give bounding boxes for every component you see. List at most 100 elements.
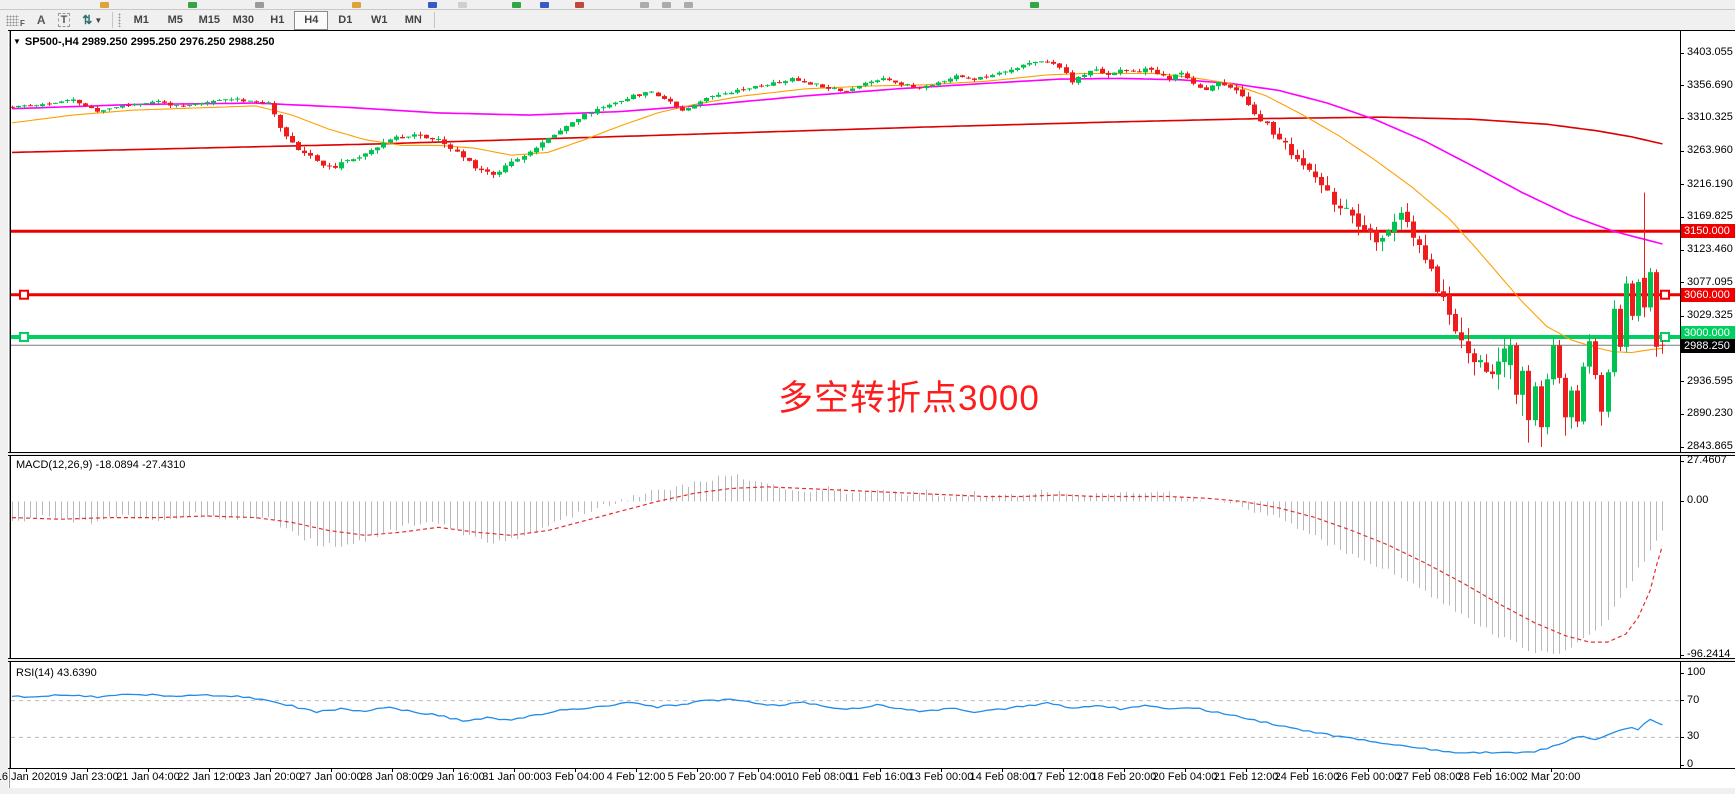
price-axis-tick-label: 3403.055 <box>1687 46 1733 58</box>
price-axis-tick-label: 2843.865 <box>1687 440 1733 452</box>
toolbar-separator <box>434 12 436 28</box>
timeframe-h1-button[interactable]: H1 <box>270 14 285 26</box>
clipped-icon <box>640 2 649 8</box>
timeframe-m15-button[interactable]: M15 <box>198 14 220 26</box>
time-axis-label: 17 Feb 12:00 <box>1030 771 1096 783</box>
clipped-icon <box>255 2 264 8</box>
time-axis-label: 21 Jan 04:00 <box>116 771 180 783</box>
toolbar-drag-handle[interactable] <box>118 13 122 27</box>
price-axis-tick-label: 3216.190 <box>1687 177 1733 190</box>
rsi-panel-separator[interactable] <box>8 658 1735 662</box>
rsi-axis-tick <box>1680 736 1684 738</box>
time-axis-tick <box>880 768 881 772</box>
clipped-icon <box>188 2 197 8</box>
text-a-button[interactable]: A <box>31 11 52 29</box>
time-axis-label: 28 Jan 08:00 <box>360 771 424 783</box>
symbol-dropdown-icon[interactable]: ▼ <box>13 37 21 46</box>
time-axis-tick <box>1124 768 1125 772</box>
letter-t-icon: T <box>57 13 71 27</box>
rsi-panel-canvas[interactable] <box>11 662 1680 768</box>
time-axis-tick <box>1490 768 1491 772</box>
timeframe-h4-button[interactable]: H4 <box>294 10 329 30</box>
time-axis-label: 29 Jan 16:00 <box>421 771 485 783</box>
timeframe-m30-button[interactable]: M30 <box>232 14 254 26</box>
macd-signal-line <box>11 486 1663 643</box>
rsi-axis-tick <box>1680 764 1684 766</box>
time-axis-label: 26 Feb 00:00 <box>1335 771 1401 783</box>
macd-panel-canvas[interactable] <box>11 455 1680 659</box>
time-axis-label: 11 Feb 16:00 <box>847 771 912 783</box>
timeframe-d1-button[interactable]: D1 <box>338 14 353 26</box>
time-axis-label: 16 Jan 2020 <box>0 771 57 783</box>
time-axis-tick <box>331 768 332 772</box>
time-axis-label: 3 Feb 04:00 <box>545 771 605 783</box>
clipped-icon <box>540 2 549 8</box>
clipped-icon <box>575 2 584 8</box>
timeframe-m5-button[interactable]: M5 <box>167 14 183 26</box>
time-axis-label: 27 Feb 08:00 <box>1396 771 1462 783</box>
macd-panel-separator[interactable] <box>8 452 1735 456</box>
price-axis-tick[interactable] <box>1680 446 1684 448</box>
current-price-badge: 2988.250 <box>1681 339 1735 354</box>
window-left-edge <box>9 30 10 788</box>
rsi-line <box>11 693 1663 754</box>
dot-grid-f-label: F <box>20 18 25 28</box>
time-axis-tick <box>941 768 942 772</box>
macd-axis-tick <box>1680 460 1684 462</box>
time-axis-label: 2 Mar 20:00 <box>1521 771 1581 783</box>
price-axis-tick-label: 3356.690 <box>1687 78 1733 91</box>
price-level-badge: 3150.000 <box>1681 224 1735 239</box>
rsi-axis-label: 30 <box>1687 730 1700 743</box>
price-axis-tick[interactable] <box>1680 150 1684 152</box>
time-axis-label: 22 Jan 12:00 <box>177 771 241 783</box>
dot-grid-f-button[interactable]: F <box>0 11 31 29</box>
price-axis-tick[interactable] <box>1680 52 1684 54</box>
time-axis-label: 23 Jan 20:00 <box>238 771 302 783</box>
time-axis-tick <box>697 768 698 772</box>
price-axis-tick[interactable] <box>1680 184 1684 186</box>
sort-arrows-icon: ⇅ <box>82 13 93 27</box>
clipped-icon <box>428 2 437 8</box>
price-axis-tick-label: 3169.825 <box>1687 210 1733 223</box>
price-axis-tick[interactable] <box>1680 381 1684 383</box>
chart-annotation-text: 多空转折点3000 <box>778 379 1040 418</box>
price-axis-tick[interactable] <box>1680 117 1684 119</box>
time-axis-label: 5 Feb 20:00 <box>667 771 727 783</box>
time-axis-tick <box>636 768 637 772</box>
clipped-icon <box>1030 2 1039 8</box>
timeframe-mn-button[interactable]: MN <box>404 14 422 26</box>
rsi-axis-label: 0 <box>1687 758 1694 770</box>
price-axis-tick-label: 3077.095 <box>1687 275 1733 288</box>
text-box-button[interactable]: T <box>52 11 77 29</box>
sort-arrows-button[interactable]: ⇅ ▼ <box>76 11 108 29</box>
main-chart-canvas[interactable] <box>11 31 1680 452</box>
price-axis-tick[interactable] <box>1680 315 1684 317</box>
clipped-icon <box>100 2 109 8</box>
chart-frame-bottom <box>8 768 1735 769</box>
time-axis-tick <box>1185 768 1186 772</box>
price-axis-tick[interactable] <box>1680 282 1684 284</box>
time-axis-label: 19 Jan 23:00 <box>55 771 119 783</box>
time-axis-tick <box>1368 768 1369 772</box>
time-axis-label: 28 Feb 16:00 <box>1457 771 1523 783</box>
price-axis-tick[interactable] <box>1680 249 1684 251</box>
price-axis-tick-label: 3123.460 <box>1687 243 1733 255</box>
price-axis-tick[interactable] <box>1680 413 1684 415</box>
price-axis-tick-label: 2936.595 <box>1687 374 1733 387</box>
rsi-axis-tick <box>1680 672 1684 674</box>
clipped-icon <box>684 2 693 8</box>
macd-axis-tick <box>1680 654 1684 656</box>
macd-indicator-label: MACD(12,26,9) -18.0894 -27.4310 <box>16 459 186 471</box>
timeframe-m1-button[interactable]: M1 <box>133 14 149 26</box>
timeframe-w1-button[interactable]: W1 <box>371 14 388 26</box>
price-axis-separator <box>1680 30 1681 768</box>
price-axis-tick[interactable] <box>1680 85 1684 87</box>
price-axis-tick[interactable] <box>1680 216 1684 218</box>
time-axis-label: 18 Feb 20:00 <box>1091 771 1157 783</box>
time-axis-tick <box>26 768 27 772</box>
letter-a-icon: A <box>36 13 46 27</box>
price-axis-tick-label: 3029.325 <box>1687 309 1733 322</box>
time-axis-tick <box>87 768 88 772</box>
chart-title-text: SP500-,H4 2989.250 2995.250 2976.250 298… <box>24 36 275 48</box>
rsi-axis-tick <box>1680 700 1684 702</box>
